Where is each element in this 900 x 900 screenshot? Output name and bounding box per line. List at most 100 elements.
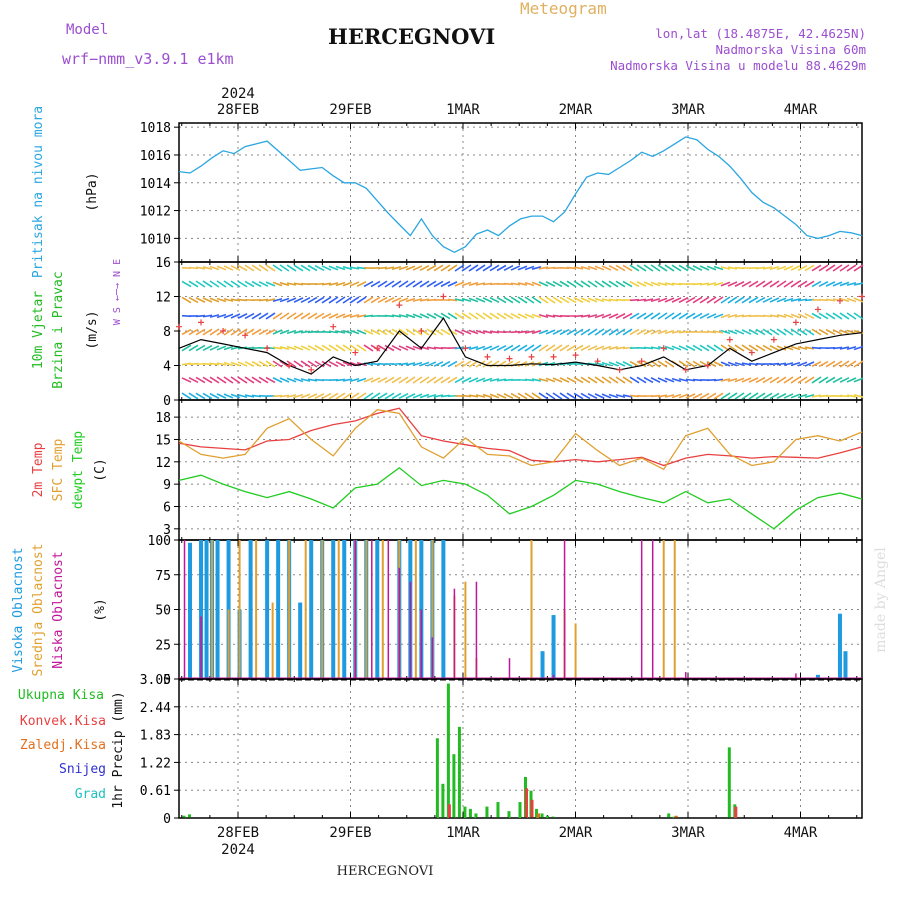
wind-barb [643, 376, 654, 384]
wind-barb [454, 298, 465, 302]
wind-barb [335, 281, 346, 287]
wind-barb [699, 296, 710, 304]
wind-barb [818, 312, 829, 320]
wind-barb [552, 344, 563, 352]
wind-barb [202, 297, 213, 303]
cloud-bar [414, 540, 417, 679]
wind-barb [216, 328, 227, 336]
wind-barb [237, 313, 248, 319]
wind-barb [685, 296, 696, 304]
cloud-ylabel-high: Visoka Oblacnost [11, 547, 26, 672]
wind-barb [804, 264, 815, 272]
wind-barb [839, 394, 850, 398]
series-line-sfc-temp [178, 409, 863, 471]
wind-barb [279, 297, 290, 303]
gust-mark [352, 349, 359, 356]
wind-barb [769, 265, 780, 271]
wind-barb [377, 296, 388, 304]
ytick-label: 12 [155, 456, 171, 471]
wind-barb [531, 313, 542, 319]
ytick-label: 1014 [140, 177, 171, 192]
wind-barb [181, 377, 192, 383]
wind-barb [342, 392, 353, 400]
wind-barb [538, 296, 549, 304]
cloud-bar [684, 672, 687, 679]
wind-barb [188, 266, 199, 270]
wind-barb [727, 296, 738, 304]
wind-barb [762, 392, 773, 400]
wind-barb [510, 392, 521, 400]
wind-barb [384, 297, 395, 303]
wind-barb [650, 281, 661, 287]
wind-barb [629, 280, 640, 288]
wind-barb [692, 296, 703, 304]
wind-barb [216, 297, 227, 303]
bottom-date-label: 1MAR [446, 825, 480, 841]
wind-barb [188, 296, 199, 304]
wind-barb [328, 282, 339, 286]
wind-barb [524, 313, 535, 319]
cloud-bar [375, 540, 380, 679]
gust-mark [418, 328, 425, 334]
wind-barb [433, 394, 444, 398]
wind-barb [230, 280, 241, 288]
wind-barb [531, 392, 542, 400]
cloud-bar [795, 673, 797, 679]
gust-mark [836, 297, 843, 304]
wind-barb [580, 376, 591, 384]
ytick-label: 0.61 [140, 784, 171, 799]
wind-barb [734, 329, 745, 335]
wind-barb [510, 330, 521, 334]
wind-barb [727, 392, 738, 400]
wind-barb [524, 330, 535, 334]
wind-barb [510, 296, 521, 304]
wind-barb [657, 312, 668, 320]
wind-barb [769, 362, 780, 366]
wind-barb [384, 376, 395, 384]
precip-legend-total: Ukupna Kisa [18, 688, 104, 703]
cloud-bar [441, 540, 446, 679]
gust-mark [396, 302, 403, 309]
wind-barb [846, 394, 857, 398]
wind-barb [727, 314, 738, 318]
cloud-bar [271, 602, 274, 679]
wind-barb [538, 344, 549, 352]
wind-barb [230, 298, 241, 302]
wind-barb [419, 298, 430, 302]
wind-barb [776, 265, 787, 271]
wind-barb [713, 361, 724, 367]
wind-barb [643, 281, 654, 287]
wind-barb [461, 394, 472, 398]
cloud-bar [843, 651, 848, 679]
precip-bar [182, 815, 186, 818]
precip-legend-grad: Grad [75, 787, 106, 802]
wind-barb [356, 314, 367, 318]
wind-barb [692, 312, 703, 320]
wind-barb [762, 266, 773, 270]
wind-barb [230, 393, 241, 399]
wind-barb [762, 344, 773, 352]
wind-barb [244, 280, 255, 288]
wind-barb [832, 360, 843, 368]
wind-barb [216, 345, 227, 351]
wind-barb [258, 312, 269, 320]
precip-bar [727, 747, 731, 818]
gust-mark [594, 358, 601, 365]
cloud-bar [381, 540, 384, 679]
wind-barb [825, 264, 836, 272]
wind-barb [797, 376, 808, 384]
ytick-label: 16 [155, 256, 171, 271]
wind-barb [853, 345, 864, 351]
wind-barb [538, 329, 549, 335]
wind-barb [272, 346, 283, 350]
temp-ylabel-dewpt: dewpt Temp [71, 431, 86, 509]
wind-barb [272, 281, 283, 287]
wind-barb [671, 345, 682, 351]
precip-bar [551, 816, 555, 818]
wind-barb [734, 344, 745, 352]
wind-barb [517, 265, 528, 271]
panel-pressure: 1010 1012 1014 1016 1018 [140, 121, 863, 263]
wind-barb [643, 264, 654, 272]
wind-barb [328, 360, 339, 368]
wind-barb [489, 330, 500, 334]
